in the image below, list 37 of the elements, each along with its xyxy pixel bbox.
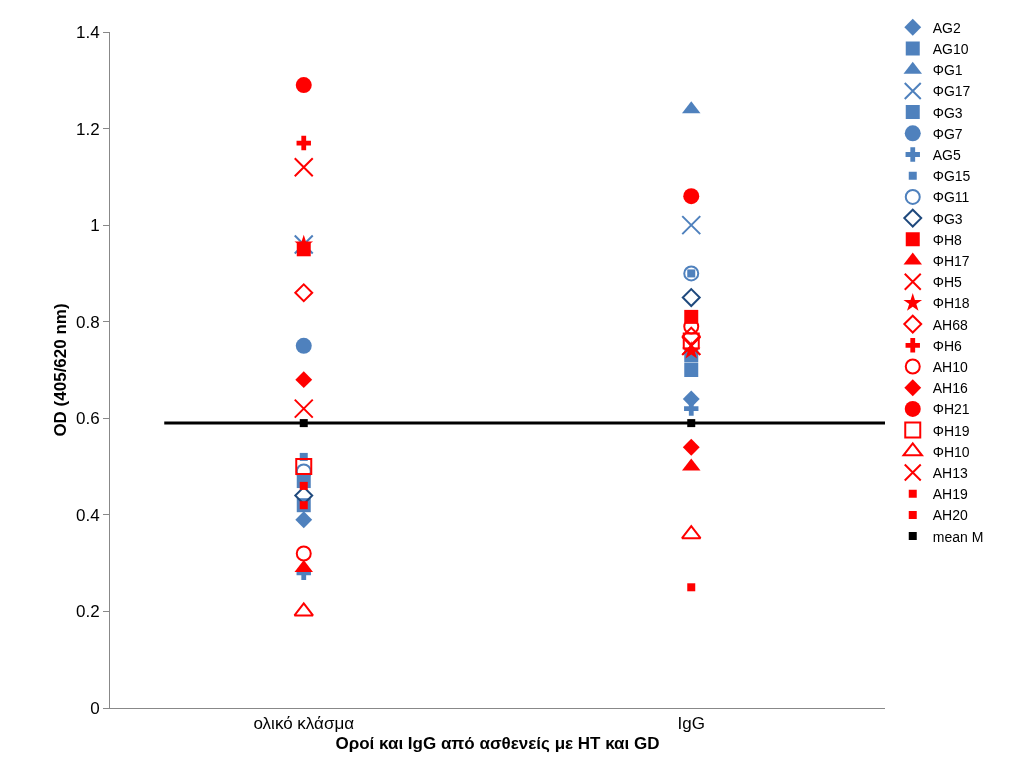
legend-label: mean M [932, 528, 984, 545]
legend-label: AH19 [932, 486, 968, 503]
y-tick-label: 0.4 [75, 505, 100, 525]
legend-label: ΦH10 [932, 443, 970, 460]
legend-label: ΦH19 [932, 422, 970, 439]
legend-label: AG5 [932, 146, 961, 163]
legend-label: ΦG3 [932, 210, 963, 227]
y-tick-label: 1 [90, 216, 100, 236]
legend-label: ΦG7 [932, 125, 963, 142]
y-axis-title: OD (405/620 nm) [51, 303, 70, 437]
legend-label: AH10 [932, 358, 968, 375]
x-axis-title: Οροί και IgG από ασθενείς με HT και GD [335, 733, 660, 753]
y-tick-label: 0.6 [75, 409, 100, 429]
legend-label: ΦG1 [932, 62, 963, 79]
legend-label: ΦG11 [932, 189, 970, 206]
y-tick-label: 1.4 [75, 22, 100, 42]
legend-label: ΦH21 [932, 401, 970, 418]
legend-label: AH16 [932, 380, 968, 397]
legend-label: ΦH6 [932, 337, 963, 354]
legend-label: ΦH5 [932, 274, 963, 291]
legend-label: ΦG17 [932, 83, 971, 100]
y-tick-label: 0.2 [75, 602, 100, 622]
legend-label: AG10 [932, 40, 969, 57]
legend-label: ΦG3 [932, 104, 963, 121]
legend-label: AH68 [932, 316, 968, 333]
legend-label: ΦG15 [932, 168, 971, 185]
legend-label: AG2 [932, 19, 961, 36]
y-tick-label: 1.2 [75, 119, 100, 139]
y-tick-label: 0.8 [75, 312, 100, 332]
legend-label: AH13 [932, 464, 968, 481]
legend-label: ΦH17 [932, 252, 970, 269]
legend-label: ΦH18 [932, 295, 970, 312]
y-tick-label: 0 [90, 698, 100, 718]
legend-label: AH20 [932, 507, 968, 524]
x-tick-label: ολικό κλάσμα [253, 714, 355, 734]
legend-label: ΦH8 [932, 231, 963, 248]
x-tick-label: IgG [677, 714, 705, 734]
